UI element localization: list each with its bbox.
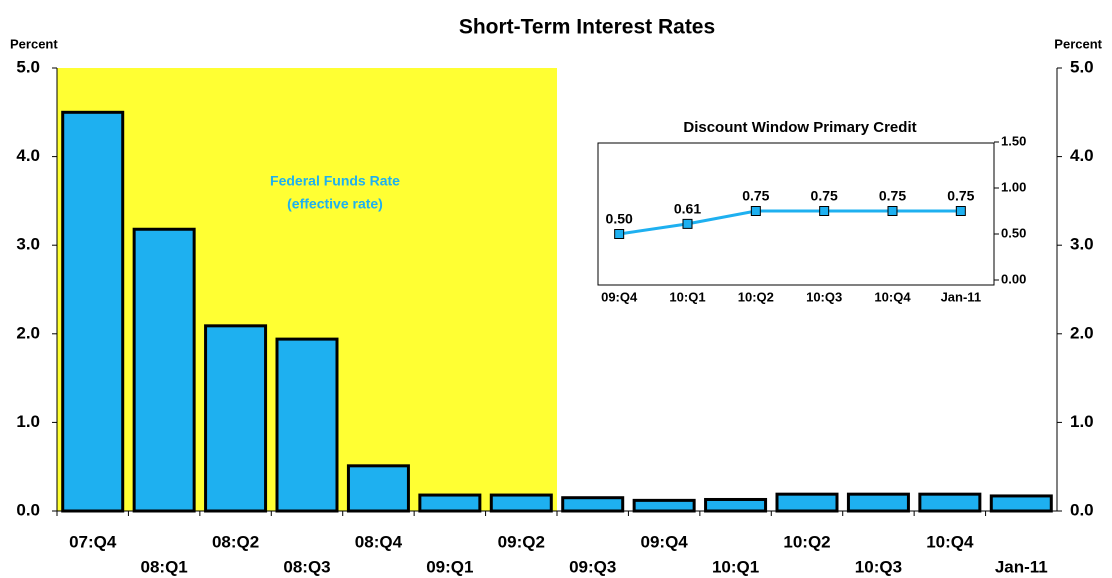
bar — [775, 492, 839, 513]
x-tick-label: 08:Q3 — [283, 557, 330, 576]
x-tick-label: 08:Q4 — [355, 532, 403, 551]
bar — [989, 494, 1053, 513]
bar — [489, 493, 553, 513]
bar — [561, 496, 625, 513]
annotation: (effective rate) — [287, 196, 383, 212]
y2-tick-label: 2.0 — [1070, 323, 1094, 342]
x-tick-label: 07:Q4 — [69, 532, 117, 551]
y-tick-label: 3.0 — [16, 235, 40, 254]
bar — [204, 324, 268, 513]
bar — [132, 227, 196, 513]
marker — [750, 206, 761, 216]
x-tick-label: 09:Q4 — [641, 532, 689, 551]
inset-title: Discount Window Primary Credit — [683, 119, 916, 136]
x-tick-label: 10:Q3 — [806, 289, 842, 304]
bar — [346, 464, 410, 513]
chart-title: Short-Term Interest Rates — [459, 16, 715, 39]
x-tick-label: 08:Q1 — [141, 557, 188, 576]
y-tick-label: 1.00 — [1001, 179, 1026, 194]
data-label: 0.75 — [879, 188, 906, 204]
bar — [704, 497, 768, 513]
y-tick-label: 1.50 — [1001, 133, 1026, 148]
x-tick-label: 08:Q2 — [212, 532, 259, 551]
inset-frame — [597, 142, 995, 286]
y2-tick-label: 3.0 — [1070, 235, 1094, 254]
x-tick-label: 10:Q4 — [926, 532, 974, 551]
marker — [887, 206, 898, 216]
data-label: 0.75 — [947, 188, 974, 204]
data-label: 0.75 — [742, 188, 769, 204]
data-label: 0.50 — [606, 211, 633, 227]
x-tick-label: 09:Q2 — [498, 532, 545, 551]
x-tick-label: Jan-11 — [995, 557, 1048, 576]
x-tick-label: 09:Q1 — [426, 557, 473, 576]
y2-tick-label: 5.0 — [1070, 57, 1094, 76]
y2-tick-label: 0.0 — [1070, 500, 1094, 519]
x-tick-label: 10:Q3 — [855, 557, 902, 576]
bar — [632, 498, 696, 513]
y2-tick-label: 1.0 — [1070, 412, 1094, 431]
y2-tick-label: 4.0 — [1070, 146, 1094, 165]
x-tick-label: 09:Q3 — [569, 557, 616, 576]
y-tick-label: 0.0 — [16, 500, 40, 519]
x-tick-label: Jan-11 — [941, 289, 981, 304]
bar — [275, 337, 339, 513]
y-tick-label: 0.50 — [1001, 225, 1026, 240]
annotation: Federal Funds Rate — [270, 173, 400, 189]
bar — [61, 110, 125, 513]
data-label: 0.75 — [811, 188, 838, 204]
bar — [418, 493, 482, 513]
marker — [614, 229, 625, 239]
y-tick-label: 1.0 — [16, 412, 40, 431]
marker — [955, 206, 966, 216]
y-tick-label: 4.0 — [16, 146, 40, 165]
marker — [819, 206, 830, 216]
marker — [682, 218, 693, 229]
bar — [918, 492, 982, 513]
data-label: 0.61 — [674, 201, 701, 217]
line — [618, 209, 961, 236]
x-tick-label: 10:Q2 — [738, 289, 774, 304]
x-tick-label: 10:Q2 — [783, 532, 830, 551]
y-axis-label: Percent — [10, 36, 58, 51]
x-tick-label: 09:Q4 — [601, 289, 638, 304]
x-tick-label: 10:Q1 — [669, 289, 705, 304]
x-tick-label: 10:Q4 — [874, 289, 911, 304]
y-tick-label: 2.0 — [16, 323, 40, 342]
y2-axis-label: Percent — [1054, 36, 1102, 51]
x-tick-label: 10:Q1 — [712, 557, 759, 576]
y-tick-label: 5.0 — [16, 57, 40, 76]
y-tick-label: 0.00 — [1001, 271, 1026, 286]
bar — [846, 492, 910, 513]
